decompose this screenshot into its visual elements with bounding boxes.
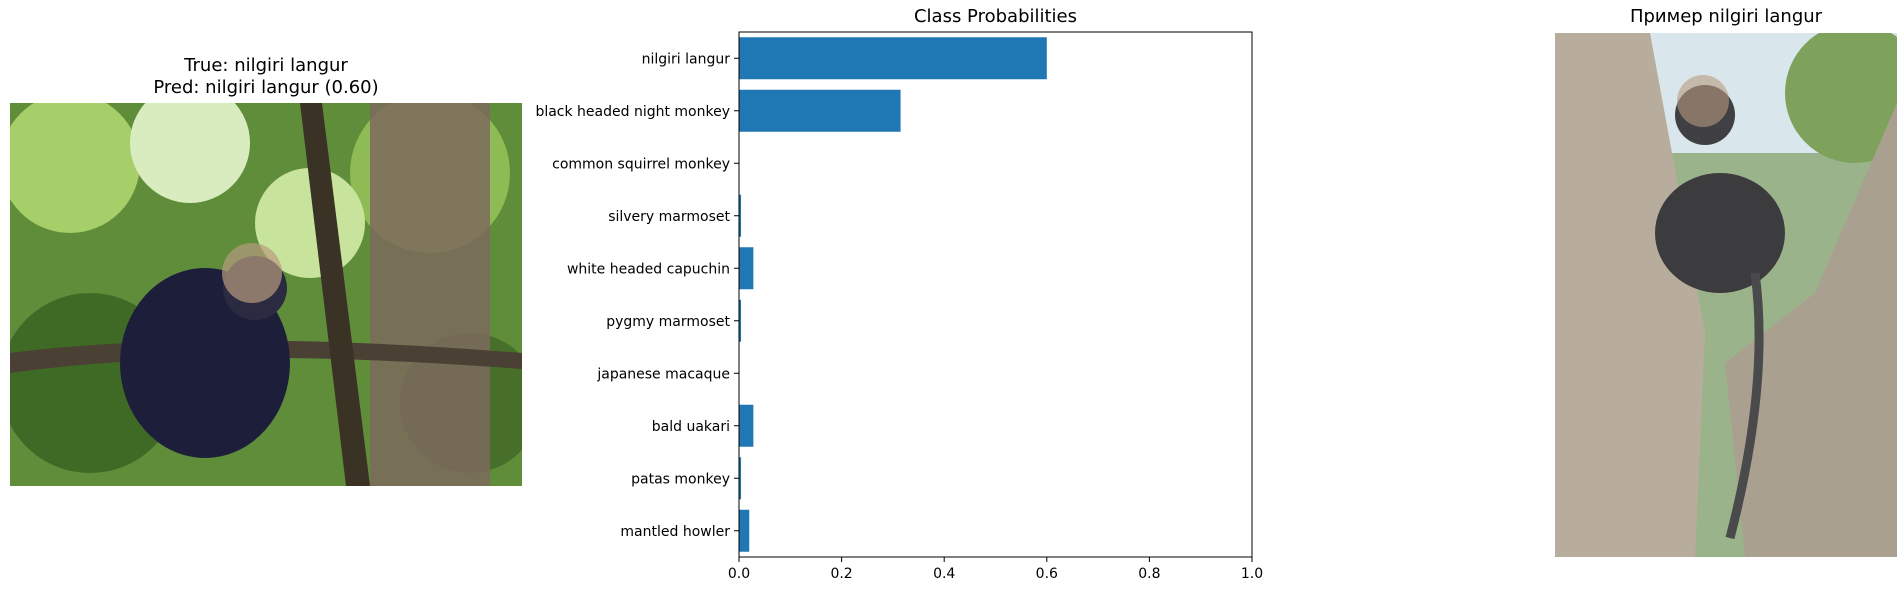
x-tick-label: 0.6 [1036, 566, 1058, 582]
y-tick-label: black headed night monkey [535, 104, 730, 120]
bar [739, 89, 901, 132]
bar [739, 299, 742, 342]
plot-frame [738, 31, 1253, 558]
bar [739, 37, 1047, 80]
y-tick-label: japanese macaque [596, 366, 730, 382]
x-tick-label: 0.0 [728, 566, 750, 582]
y-tick-label: nilgiri langur [642, 51, 731, 67]
left-title-line2: Pred: nilgiri langur (0.60) [153, 77, 379, 98]
x-tick-label: 0.8 [1138, 566, 1160, 582]
test-image [10, 103, 522, 486]
bar [739, 509, 750, 552]
left-title-line1: True: nilgiri langur [184, 55, 348, 76]
y-tick-label: mantled howler [620, 524, 730, 540]
chart-title: Class Probabilities [913, 6, 1078, 27]
x-tick-label: 0.2 [830, 566, 852, 582]
right-title: Пример nilgiri langur [1629, 6, 1823, 27]
y-tick-label: bald uakari [652, 419, 730, 435]
y-tick-label: common squirrel monkey [552, 156, 730, 172]
y-tick-label: pygmy marmoset [606, 314, 730, 330]
y-tick-label: patas monkey [631, 471, 730, 487]
y-tick-label: white headed capuchin [567, 261, 730, 277]
bar [739, 404, 754, 447]
example-image [1555, 33, 1897, 557]
y-tick-label: silvery marmoset [608, 209, 730, 225]
x-tick-label: 0.4 [933, 566, 955, 582]
x-tick-label: 1.0 [1241, 566, 1263, 582]
bar [739, 194, 742, 237]
bar [739, 247, 754, 290]
bar [739, 457, 742, 500]
